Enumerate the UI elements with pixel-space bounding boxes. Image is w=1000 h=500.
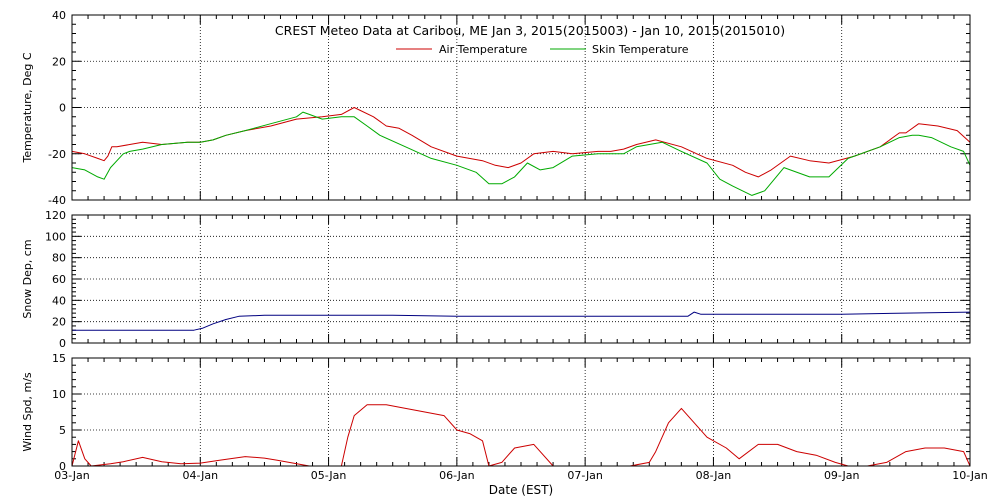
- y-tick-label: 20: [52, 55, 66, 68]
- x-tick-label: 04-Jan: [183, 469, 219, 482]
- y-tick-label: 0: [59, 102, 66, 115]
- x-tick-label: 03-Jan: [54, 469, 90, 482]
- y-tick-label: 15: [52, 352, 66, 365]
- y-axis-label: Temperature, Deg C: [21, 52, 34, 163]
- y-tick-label: 0: [59, 337, 66, 350]
- y-tick-label: -40: [48, 194, 66, 207]
- x-tick-label: 06-Jan: [439, 469, 475, 482]
- y-tick-label: 60: [52, 273, 66, 286]
- panel-frame-temperature: [71, 14, 971, 201]
- series-line-wind-speed-0: [71, 404, 971, 467]
- series-line-snow-depth-0: [72, 311, 971, 331]
- legend-label-air: Air Temperature: [439, 43, 528, 56]
- y-tick-label: 20: [52, 316, 66, 329]
- y-tick-label: 5: [59, 424, 66, 437]
- series-line-temperature-1: [71, 111, 971, 196]
- y-tick-label: -20: [48, 148, 66, 161]
- panel-frame-wind-speed: [71, 357, 971, 467]
- x-axis-label: Date (EST): [489, 483, 553, 497]
- y-axis-label: Wind Spd, m/s: [21, 372, 34, 452]
- legend-label-skin: Skin Temperature: [592, 43, 689, 56]
- y-tick-label: 0: [59, 460, 66, 473]
- panel-frame-snow-depth: [71, 214, 971, 344]
- y-tick-label: 120: [45, 209, 66, 222]
- y-tick-label: 80: [52, 252, 66, 265]
- x-tick-label: 10-Jan: [952, 469, 988, 482]
- chart-title: CREST Meteo Data at Caribou, ME Jan 3, 2…: [275, 23, 785, 38]
- x-tick-label: 05-Jan: [311, 469, 347, 482]
- x-tick-label: 07-Jan: [567, 469, 603, 482]
- y-tick-label: 40: [52, 9, 66, 22]
- x-tick-label: 08-Jan: [696, 469, 732, 482]
- series-line-temperature-0: [71, 107, 971, 178]
- x-tick-label: 09-Jan: [824, 469, 860, 482]
- y-tick-label: 100: [45, 230, 66, 243]
- y-tick-label: 10: [52, 388, 66, 401]
- y-tick-label: 40: [52, 294, 66, 307]
- y-axis-label: Snow Dep, cm: [21, 239, 34, 318]
